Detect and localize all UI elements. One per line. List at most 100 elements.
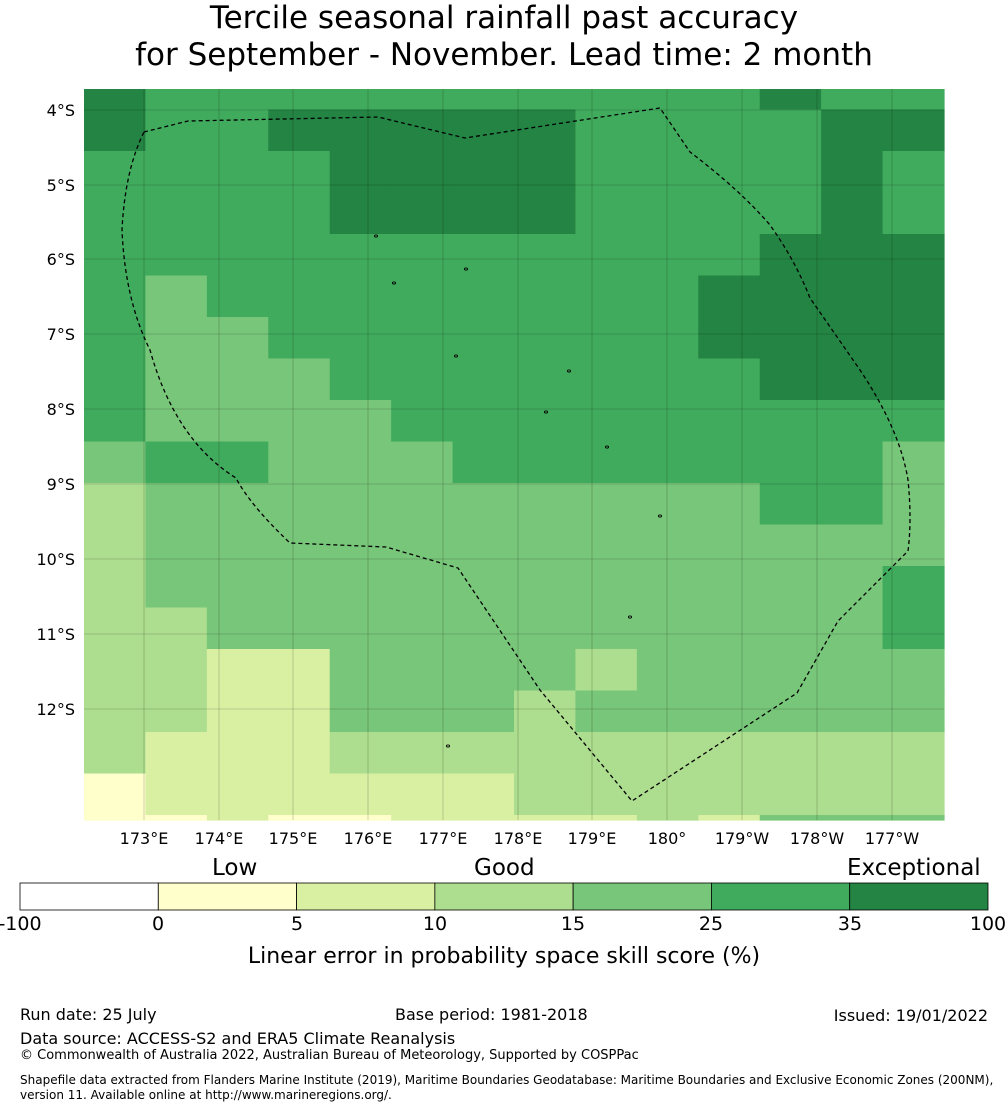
grid-cell	[391, 89, 454, 111]
grid-cell	[821, 234, 884, 277]
longitude-label: 180°	[648, 829, 687, 848]
grid-cell	[145, 192, 208, 235]
grid-cell	[329, 649, 392, 692]
grid-cell	[821, 773, 884, 816]
grid-cell	[84, 400, 147, 443]
category-good: Good	[474, 855, 535, 881]
grid-cell	[759, 690, 822, 733]
grid-cell	[452, 607, 515, 650]
grid-cell	[514, 483, 577, 526]
island	[566, 369, 572, 373]
grid-cell	[759, 89, 822, 111]
island	[543, 410, 549, 414]
grid-cell	[84, 234, 147, 277]
grid-cell	[145, 524, 208, 567]
grid-cell	[268, 89, 331, 111]
grid-cell	[268, 234, 331, 277]
colorbar-label: Linear error in probability space skill …	[247, 944, 761, 969]
grid-cell	[759, 607, 822, 650]
shapefile-credit-line-1: Shapefile data extracted from Flanders M…	[20, 1073, 994, 1087]
longitude-label: 174°E	[195, 829, 244, 848]
grid-cell	[329, 192, 392, 235]
grid-cell	[575, 192, 638, 235]
grid-cell	[698, 732, 761, 775]
grid-cell	[391, 649, 454, 692]
grid-cell	[882, 109, 945, 152]
grid-cell	[329, 109, 392, 152]
grid-cell	[145, 441, 208, 484]
grid-cell	[84, 773, 147, 816]
grid-cell	[575, 483, 638, 526]
grid-cell	[329, 234, 392, 277]
grid-cell	[84, 815, 147, 821]
grid-cell	[636, 358, 699, 401]
graticule	[84, 89, 944, 820]
grid-cell	[821, 607, 884, 650]
grid-cell	[882, 690, 945, 733]
grid-cell	[882, 400, 945, 443]
grid-cell	[636, 690, 699, 733]
copyright-notice: © Commonwealth of Australia 2022, Austra…	[20, 1048, 639, 1063]
grid-cell	[268, 109, 331, 152]
grid-cell	[452, 275, 515, 318]
grid-cell	[268, 773, 331, 816]
grid-cell	[759, 649, 822, 692]
grid-cell	[759, 732, 822, 775]
grid-cell	[514, 234, 577, 277]
grid-cell	[145, 89, 208, 111]
island	[445, 744, 451, 748]
grid-cell	[821, 109, 884, 152]
grid-cell	[145, 815, 208, 821]
grid-cell	[268, 649, 331, 692]
colorbar-tick: 10	[422, 913, 448, 935]
grid-cell	[759, 815, 822, 821]
shapefile-credit-line-2: version 11. Available online at http://w…	[20, 1088, 392, 1102]
colorbar-tick: 35	[837, 913, 863, 935]
grid-cell	[84, 649, 147, 692]
grid-cell	[84, 732, 147, 775]
grid-cell	[698, 607, 761, 650]
longitude-label: 175°E	[269, 829, 318, 848]
grid-cell	[452, 815, 515, 821]
grid-cell	[452, 109, 515, 152]
grid-cell	[636, 649, 699, 692]
islands	[373, 234, 663, 748]
grid-cell	[452, 773, 515, 816]
grid-cell	[514, 151, 577, 194]
eez-boundary	[121, 107, 911, 802]
grid-cell	[575, 566, 638, 609]
grid-cell	[882, 732, 945, 775]
grid-cell	[821, 89, 884, 111]
grid-cell	[698, 234, 761, 277]
grid-cell	[759, 192, 822, 235]
grid-cell	[391, 234, 454, 277]
grid-cell	[452, 566, 515, 609]
colorbar-tick: 15	[560, 913, 586, 935]
grid-cell	[514, 649, 577, 692]
grid-cell	[268, 275, 331, 318]
grid-cell	[636, 275, 699, 318]
grid-cell	[514, 275, 577, 318]
grid-cell	[759, 773, 822, 816]
colorbar-segment	[296, 882, 436, 911]
grid-cell	[145, 109, 208, 152]
grid-cell	[636, 192, 699, 235]
grid-cell	[268, 690, 331, 733]
grid-cell	[206, 400, 269, 443]
grid-cell	[391, 524, 454, 567]
island	[463, 267, 469, 271]
grid-cell	[145, 566, 208, 609]
grid-cell	[636, 441, 699, 484]
grid-cell	[698, 400, 761, 443]
latitude-label: 8°S	[47, 400, 75, 419]
grid-cell	[268, 400, 331, 443]
grid-cell	[882, 483, 945, 526]
longitude-label: 179°E	[568, 829, 617, 848]
longitude-label: 176°E	[344, 829, 393, 848]
grid-cell	[206, 234, 269, 277]
grid-cell	[882, 358, 945, 401]
grid-cell	[329, 89, 392, 111]
grid-cell	[391, 400, 454, 443]
grid-cell	[575, 649, 638, 692]
